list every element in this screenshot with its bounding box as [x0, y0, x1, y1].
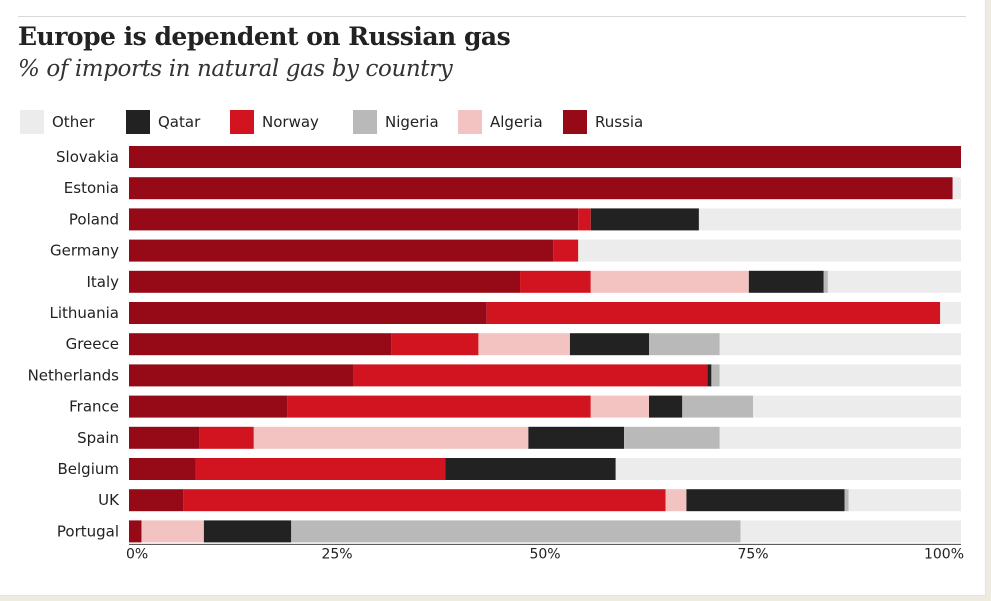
- category-label-belgium: Belgium: [58, 460, 120, 478]
- category-label-germany: Germany: [50, 242, 119, 260]
- legend-swatch-algeria: [458, 110, 482, 134]
- bar-germany-russia: [129, 239, 554, 262]
- category-label-spain: Spain: [77, 429, 119, 447]
- bar-poland-russia: [129, 208, 579, 231]
- bar-germany-other: [578, 239, 961, 262]
- bar-italy-qatar: [748, 270, 824, 293]
- bar-lithuania-russia: [129, 302, 487, 324]
- bar-spain-algeria: [253, 426, 529, 449]
- bar-uk-algeria: [665, 489, 687, 512]
- bar-lithuania-norway: [486, 302, 941, 324]
- bar-spain-other: [719, 426, 961, 449]
- bar-spain-norway: [199, 426, 254, 449]
- x-tick-label: 0%: [126, 546, 148, 562]
- bar-italy-russia: [129, 270, 521, 293]
- bar-uk-norway: [183, 489, 666, 512]
- legend-item-algeria: Algeria: [458, 110, 563, 134]
- category-label-slovakia: Slovakia: [56, 148, 119, 166]
- category-label-france: France: [69, 398, 119, 416]
- bar-estonia-other: [952, 177, 961, 200]
- bar-netherlands-russia: [129, 364, 354, 387]
- category-label-italy: Italy: [86, 273, 119, 291]
- top-rule: [18, 16, 966, 17]
- legend-item-other: Other: [20, 110, 126, 134]
- bar-france-norway: [287, 395, 591, 418]
- legend-label-nigeria: Nigeria: [385, 113, 439, 131]
- bar-greece-algeria: [478, 333, 570, 356]
- legend-label-russia: Russia: [595, 113, 644, 131]
- legend-item-norway: Norway: [230, 110, 353, 134]
- bar-estonia-russia: [129, 177, 953, 200]
- legend-item-qatar: Qatar: [126, 110, 230, 134]
- bar-uk-qatar: [686, 489, 845, 512]
- category-label-poland: Poland: [69, 210, 119, 228]
- bar-portugal-russia: [129, 520, 142, 543]
- bar-spain-nigeria: [624, 426, 720, 449]
- x-tick-label: 100%: [924, 546, 964, 562]
- bar-spain-russia: [129, 426, 200, 449]
- bar-portugal-other: [740, 520, 961, 543]
- legend-swatch-other: [20, 110, 44, 134]
- category-label-portugal: Portugal: [57, 522, 119, 540]
- category-label-lithuania: Lithuania: [50, 304, 119, 322]
- legend-swatch-qatar: [126, 110, 150, 134]
- chart-title: Europe is dependent on Russian gas: [18, 22, 511, 51]
- legend-label-norway: Norway: [262, 113, 319, 131]
- category-label-uk: UK: [98, 491, 120, 509]
- category-label-greece: Greece: [66, 335, 119, 353]
- x-tick-label: 25%: [321, 546, 352, 562]
- bar-poland-qatar: [590, 208, 699, 231]
- bar-belgium-qatar: [445, 458, 616, 480]
- bar-uk-nigeria: [844, 489, 849, 512]
- bar-uk-russia: [129, 489, 184, 512]
- bar-slovakia-russia: [129, 146, 961, 168]
- x-tick-label: 50%: [529, 546, 560, 562]
- bar-netherlands-other: [719, 364, 961, 387]
- bar-greece-other: [719, 333, 961, 356]
- legend-swatch-nigeria: [353, 110, 377, 134]
- bar-belgium-norway: [195, 458, 446, 480]
- bar-poland-norway: [578, 208, 591, 231]
- bar-italy-nigeria: [823, 270, 828, 293]
- bar-portugal-qatar: [203, 520, 292, 543]
- bar-greece-russia: [129, 333, 392, 356]
- bar-belgium-russia: [129, 458, 196, 480]
- bar-italy-algeria: [590, 270, 749, 293]
- bar-portugal-algeria: [141, 520, 204, 543]
- legend-swatch-norway: [230, 110, 254, 134]
- category-label-estonia: Estonia: [64, 179, 119, 197]
- bar-france-algeria: [590, 395, 649, 418]
- legend-swatch-russia: [563, 110, 587, 134]
- legend-item-russia: Russia: [563, 110, 663, 134]
- bar-germany-norway: [553, 239, 579, 262]
- legend-label-other: Other: [52, 113, 95, 131]
- bar-uk-other: [848, 489, 961, 512]
- bar-greece-norway: [391, 333, 479, 356]
- bar-spain-qatar: [528, 426, 625, 449]
- bar-belgium-other: [615, 458, 961, 480]
- legend: Other Qatar Norway Nigeria Algeria Russi…: [20, 110, 663, 134]
- category-label-netherlands: Netherlands: [28, 366, 120, 384]
- bar-netherlands-norway: [353, 364, 708, 387]
- bar-france-nigeria: [682, 395, 753, 418]
- bar-italy-other: [827, 270, 961, 293]
- bar-france-other: [753, 395, 961, 418]
- bar-greece-nigeria: [649, 333, 720, 356]
- x-tick-label: 75%: [737, 546, 768, 562]
- chart-subtitle: % of imports in natural gas by country: [18, 56, 453, 82]
- bar-netherlands-nigeria: [711, 364, 720, 387]
- bar-lithuania-other: [940, 302, 961, 324]
- legend-label-algeria: Algeria: [490, 113, 543, 131]
- bar-portugal-nigeria: [291, 520, 741, 543]
- legend-item-nigeria: Nigeria: [353, 110, 458, 134]
- bar-france-qatar: [649, 395, 683, 418]
- bar-greece-qatar: [569, 333, 649, 356]
- bar-poland-other: [698, 208, 961, 231]
- bar-netherlands-qatar: [707, 364, 712, 387]
- bar-italy-norway: [520, 270, 591, 293]
- legend-label-qatar: Qatar: [158, 113, 201, 131]
- bar-france-russia: [129, 395, 288, 418]
